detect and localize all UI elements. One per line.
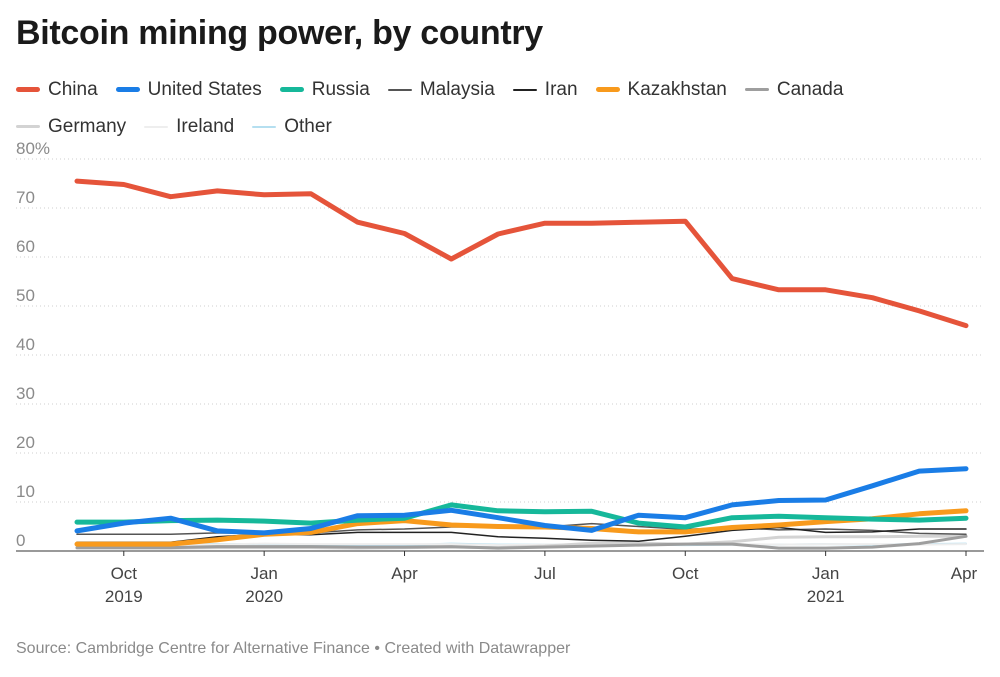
legend-swatch bbox=[144, 125, 169, 128]
legend-swatch bbox=[744, 88, 769, 91]
x-tick-label: Oct bbox=[111, 564, 138, 583]
legend-label: United States bbox=[147, 78, 262, 100]
y-tick-label: 0 bbox=[16, 531, 25, 550]
legend-label: Malaysia bbox=[419, 78, 495, 100]
y-tick-label: 30 bbox=[16, 384, 35, 403]
legend-item-germany: Germany bbox=[16, 112, 126, 141]
legend-swatch bbox=[16, 87, 40, 92]
legend-swatch bbox=[387, 88, 412, 91]
legend-item-other: Other bbox=[252, 112, 332, 141]
legend-swatch bbox=[279, 87, 304, 92]
x-axis-ticks: Oct 2019 Jan 2020 Apr Jul Oct Jan 2021 Apr bbox=[105, 551, 978, 606]
y-axis-ticks: 80% 70 60 50 40 30 20 10 0 bbox=[16, 139, 50, 550]
series-line-kazakhstan bbox=[74, 508, 969, 547]
legend-item-malaysia: Malaysia bbox=[387, 75, 495, 104]
y-tick-label: 70 bbox=[16, 188, 35, 207]
legend-label: China bbox=[48, 78, 98, 100]
chart-legend: China United States Russia Malaysia Iran Kaza… bbox=[16, 75, 986, 141]
chart-title: Bitcoin mining power, by country bbox=[16, 14, 543, 52]
series-line-ireland bbox=[76, 542, 967, 547]
legend-label: Other bbox=[284, 115, 332, 137]
legend-item-kazakhstan: Kazakhstan bbox=[595, 75, 727, 104]
legend-label: Ireland bbox=[176, 115, 235, 137]
legend-item-russia: Russia bbox=[279, 75, 370, 104]
x-tick-label: Apr bbox=[951, 564, 978, 583]
legend-item-united-states: United States bbox=[115, 75, 262, 104]
series-line-united-states bbox=[74, 466, 969, 536]
x-tick-year-label: 2021 bbox=[807, 587, 845, 606]
legend-item-iran: Iran bbox=[512, 75, 578, 104]
legend-swatch bbox=[115, 87, 140, 92]
legend-swatch bbox=[512, 88, 537, 91]
y-tick-label: 20 bbox=[16, 433, 35, 452]
grid-lines bbox=[16, 158, 984, 552]
y-tick-label: 50 bbox=[16, 286, 35, 305]
legend-label: Kazakhstan bbox=[627, 78, 727, 100]
x-tick-label: Jul bbox=[534, 564, 556, 583]
legend-label: Iran bbox=[544, 78, 578, 100]
series-line-canada bbox=[75, 534, 968, 550]
legend-label: Russia bbox=[311, 78, 370, 100]
legend-swatch bbox=[16, 125, 40, 128]
x-tick-year-label: 2020 bbox=[245, 587, 283, 606]
legend-label: Canada bbox=[776, 78, 844, 100]
series-lines bbox=[74, 178, 969, 550]
x-tick-label: Oct bbox=[672, 564, 699, 583]
y-tick-label: 60 bbox=[16, 237, 35, 256]
y-tick-label: 80% bbox=[16, 139, 50, 158]
x-tick-year-label: 2019 bbox=[105, 587, 143, 606]
x-tick-label: Jan bbox=[250, 564, 277, 583]
y-tick-label: 40 bbox=[16, 335, 35, 354]
series-line-china bbox=[74, 178, 969, 329]
series-line-russia bbox=[74, 502, 969, 530]
legend-swatch bbox=[595, 87, 620, 92]
x-tick-label: Apr bbox=[391, 564, 418, 583]
x-tick-label: Jan bbox=[812, 564, 839, 583]
legend-swatch bbox=[252, 125, 277, 128]
legend-item-canada: Canada bbox=[744, 75, 844, 104]
legend-label: Germany bbox=[48, 115, 127, 137]
legend-item-china: China bbox=[16, 75, 98, 104]
source-note: Source: Cambridge Centre for Alternative… bbox=[16, 640, 571, 657]
y-tick-label: 10 bbox=[16, 482, 35, 501]
legend-item-ireland: Ireland bbox=[144, 112, 234, 141]
